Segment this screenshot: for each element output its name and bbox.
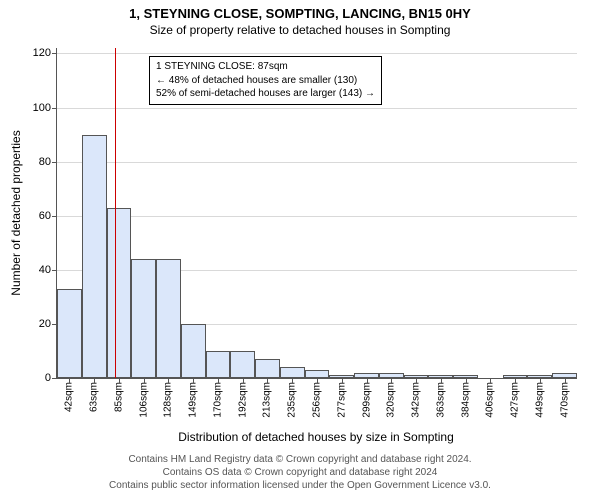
x-tick-mark — [367, 378, 368, 383]
x-tick-label: 277sqm — [336, 382, 347, 418]
x-tick-mark — [391, 378, 392, 383]
histogram-bar — [230, 351, 255, 378]
x-tick-label: 85sqm — [113, 382, 124, 412]
y-tick-mark — [52, 378, 57, 379]
y-tick-mark — [52, 108, 57, 109]
chart-subtitle: Size of property relative to detached ho… — [0, 21, 600, 37]
x-tick-mark — [342, 378, 343, 383]
grid-line — [57, 216, 577, 217]
x-tick-mark — [540, 378, 541, 383]
x-tick-mark — [168, 378, 169, 383]
x-tick-mark — [292, 378, 293, 383]
x-tick-mark — [218, 378, 219, 383]
x-tick-label: 192sqm — [237, 382, 248, 418]
grid-line — [57, 162, 577, 163]
x-axis-label: Distribution of detached houses by size … — [178, 430, 454, 444]
annotation-line: 1 STEYNING CLOSE: 87sqm — [156, 60, 375, 74]
footer-line: Contains HM Land Registry data © Crown c… — [0, 453, 600, 466]
x-tick-mark — [317, 378, 318, 383]
histogram-bar — [305, 370, 330, 378]
grid-line — [57, 108, 577, 109]
reference-line — [115, 48, 116, 378]
histogram-bar — [107, 208, 132, 378]
x-tick-mark — [565, 378, 566, 383]
x-tick-label: 406sqm — [485, 382, 496, 418]
histogram-bar — [255, 359, 280, 378]
histogram-bar — [206, 351, 231, 378]
grid-line — [57, 53, 577, 54]
histogram-bar — [82, 135, 107, 378]
histogram-bar — [181, 324, 206, 378]
footer-attribution: Contains HM Land Registry data © Crown c… — [0, 453, 600, 492]
x-tick-mark — [466, 378, 467, 383]
x-tick-label: 299sqm — [361, 382, 372, 418]
x-tick-label: 42sqm — [64, 382, 75, 412]
x-tick-mark — [243, 378, 244, 383]
x-tick-label: 128sqm — [163, 382, 174, 418]
x-tick-mark — [515, 378, 516, 383]
y-axis-label: Number of detached properties — [9, 130, 23, 295]
y-tick-mark — [52, 216, 57, 217]
x-tick-label: 213sqm — [262, 382, 273, 418]
histogram-bar — [57, 289, 82, 378]
footer-line: Contains OS data © Crown copyright and d… — [0, 466, 600, 479]
x-tick-label: 342sqm — [411, 382, 422, 418]
footer-line: Contains public sector information licen… — [0, 479, 600, 492]
histogram-bar — [156, 259, 181, 378]
x-tick-label: 170sqm — [212, 382, 223, 418]
x-tick-mark — [490, 378, 491, 383]
x-tick-label: 235sqm — [287, 382, 298, 418]
annotation-line: ← 48% of detached houses are smaller (13… — [156, 74, 375, 88]
x-tick-mark — [144, 378, 145, 383]
x-tick-mark — [94, 378, 95, 383]
x-tick-mark — [119, 378, 120, 383]
annotation-box: 1 STEYNING CLOSE: 87sqm← 48% of detached… — [149, 56, 382, 105]
x-tick-label: 470sqm — [559, 382, 570, 418]
x-tick-mark — [441, 378, 442, 383]
x-tick-label: 320sqm — [386, 382, 397, 418]
y-tick-mark — [52, 270, 57, 271]
x-tick-mark — [416, 378, 417, 383]
histogram-bar — [131, 259, 156, 378]
plot-area: 02040608010012042sqm63sqm85sqm106sqm128s… — [56, 48, 577, 379]
x-tick-label: 63sqm — [89, 382, 100, 412]
x-tick-mark — [69, 378, 70, 383]
x-tick-label: 149sqm — [188, 382, 199, 418]
x-tick-label: 427sqm — [510, 382, 521, 418]
x-tick-label: 256sqm — [312, 382, 323, 418]
y-tick-mark — [52, 162, 57, 163]
x-tick-label: 363sqm — [435, 382, 446, 418]
chart-title: 1, STEYNING CLOSE, SOMPTING, LANCING, BN… — [0, 0, 600, 21]
x-tick-label: 106sqm — [138, 382, 149, 418]
y-tick-mark — [52, 53, 57, 54]
x-tick-mark — [267, 378, 268, 383]
annotation-line: 52% of semi-detached houses are larger (… — [156, 87, 375, 101]
x-tick-label: 449sqm — [534, 382, 545, 418]
histogram-bar — [280, 367, 305, 378]
x-tick-label: 384sqm — [460, 382, 471, 418]
x-tick-mark — [193, 378, 194, 383]
